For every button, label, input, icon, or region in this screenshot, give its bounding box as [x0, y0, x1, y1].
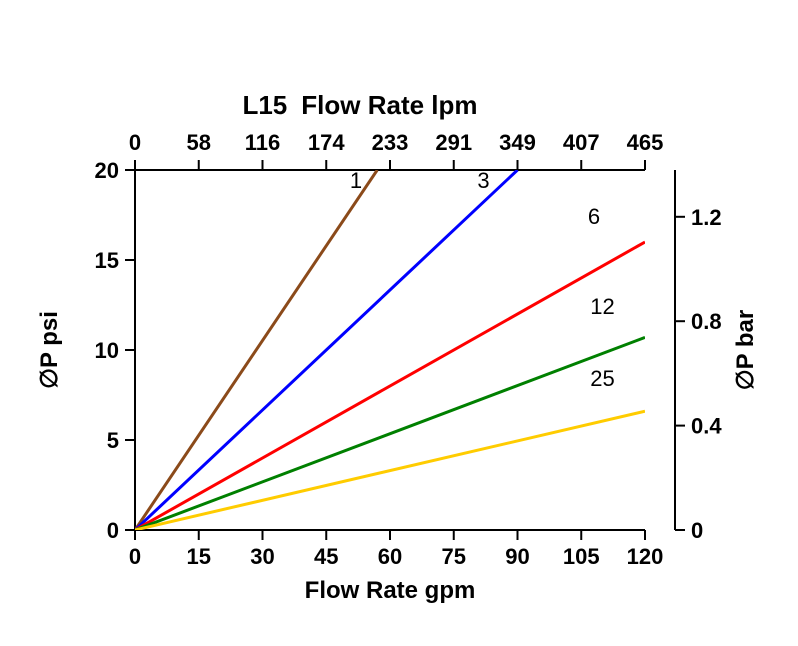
title-prefix: L15 — [242, 90, 287, 120]
yl-tick-label: 0 — [107, 518, 119, 543]
series-label-25: 25 — [590, 366, 614, 391]
yl-tick-label: 10 — [95, 338, 119, 363]
yr-tick-label: 0 — [691, 518, 703, 543]
xt-tick-label: 0 — [129, 130, 141, 155]
series-label-1: 1 — [350, 168, 362, 193]
yl-tick-label: 5 — [107, 428, 119, 453]
yr-tick-label: 0.8 — [691, 309, 722, 334]
y-left-title: ∅P psi — [36, 311, 63, 389]
series-label-3: 3 — [477, 168, 489, 193]
xt-tick-label: 58 — [187, 130, 211, 155]
yr-tick-label: 1.2 — [691, 205, 722, 230]
xb-tick-label: 0 — [129, 544, 141, 569]
pressure-flow-chart: 13612250153045607590105120Flow Rate gpm0… — [0, 0, 798, 646]
yl-tick-label: 20 — [95, 158, 119, 183]
xb-tick-label: 105 — [563, 544, 600, 569]
series-label-6: 6 — [588, 204, 600, 229]
xt-tick-label: 116 — [245, 130, 281, 155]
title-main: Flow Rate lpm — [301, 90, 477, 120]
xb-tick-label: 120 — [627, 544, 664, 569]
xb-tick-label: 90 — [505, 544, 529, 569]
xt-tick-label: 465 — [627, 130, 664, 155]
xb-tick-label: 30 — [250, 544, 274, 569]
xt-tick-label: 349 — [499, 130, 536, 155]
series-label-12: 12 — [590, 294, 614, 319]
x-bottom-title: Flow Rate gpm — [305, 577, 476, 604]
xb-tick-label: 15 — [187, 544, 211, 569]
xb-tick-label: 75 — [442, 544, 466, 569]
xt-tick-label: 233 — [372, 130, 409, 155]
chart-svg: 13612250153045607590105120Flow Rate gpm0… — [0, 0, 798, 646]
yr-tick-label: 0.4 — [691, 414, 722, 439]
chart-title: L15 Flow Rate lpm — [242, 90, 477, 120]
xt-tick-label: 291 — [435, 130, 472, 155]
xt-tick-label: 407 — [563, 130, 600, 155]
xb-tick-label: 45 — [314, 544, 338, 569]
yl-tick-label: 15 — [95, 248, 119, 273]
y-right-title: ∅P bar — [732, 310, 759, 391]
xb-tick-label: 60 — [378, 544, 402, 569]
xt-tick-label: 174 — [308, 130, 345, 155]
